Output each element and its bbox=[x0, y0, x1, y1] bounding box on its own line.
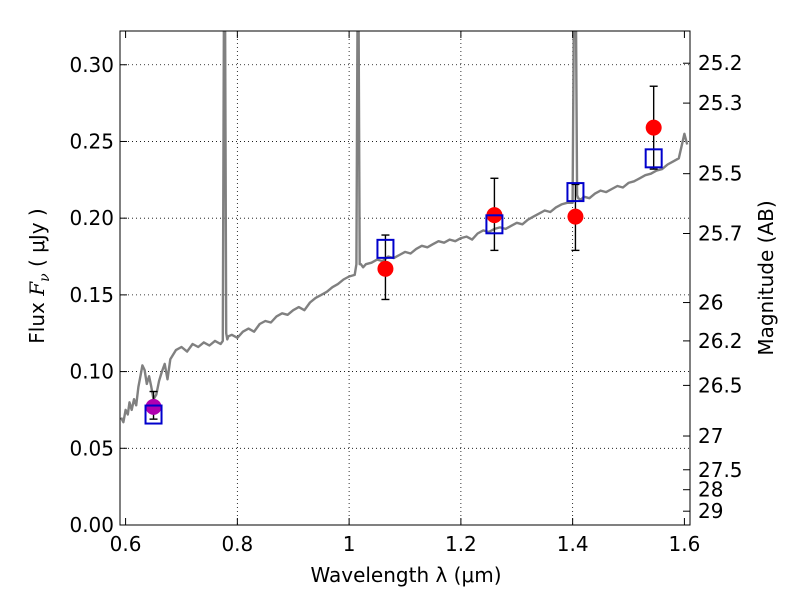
model-photometry-box bbox=[485, 214, 504, 235]
grid bbox=[120, 31, 690, 525]
y2-tick-label: 28 bbox=[698, 478, 723, 502]
x-axis-label: Wavelength λ (μm) bbox=[310, 563, 501, 587]
y2-tick-label: 27.5 bbox=[698, 458, 743, 482]
x-tick-label: 1.6 bbox=[669, 532, 701, 556]
data-point bbox=[145, 398, 162, 415]
x-tick-labels: 0.6 0.8 1 1.2 1.4 1.6 bbox=[110, 532, 701, 556]
plot-frame bbox=[119, 30, 691, 526]
y-axis-label: Flux Fν ( μJy ) bbox=[25, 208, 53, 343]
x-tick-label: 0.8 bbox=[221, 532, 253, 556]
spectrum-line bbox=[120, 31, 689, 424]
y2-tick-label: 26.2 bbox=[698, 329, 743, 353]
y2-tick-label: 25.3 bbox=[698, 91, 743, 115]
y-tick-label: 0.00 bbox=[69, 513, 114, 537]
axis-ticks bbox=[120, 31, 690, 526]
y-tick-label: 0.05 bbox=[69, 436, 114, 460]
y-tick-label: 0.20 bbox=[69, 206, 114, 230]
x-tick-label: 1.2 bbox=[445, 532, 477, 556]
y-tick-label: 0.10 bbox=[69, 360, 114, 384]
y2-tick-label: 26 bbox=[698, 291, 723, 315]
y2-tick-label: 26.5 bbox=[698, 373, 743, 397]
x-tick-label: 0.6 bbox=[110, 532, 142, 556]
y2-tick-label: 25.5 bbox=[698, 162, 743, 186]
model-photometry-box bbox=[644, 148, 663, 169]
model-spectrum bbox=[120, 31, 689, 424]
y2-tick-label: 29 bbox=[698, 499, 723, 523]
model-photometry-box bbox=[144, 404, 163, 425]
y-tick-label: 0.30 bbox=[69, 53, 114, 77]
y-tick-label: 0.25 bbox=[69, 129, 114, 153]
model-photometry-box bbox=[566, 182, 585, 203]
x-tick-label: 1 bbox=[343, 532, 356, 556]
data-point bbox=[377, 260, 394, 277]
model-photometry-boxes bbox=[144, 148, 663, 425]
y2-tick-label: 25.7 bbox=[698, 222, 743, 246]
y-tick-label: 0.15 bbox=[69, 283, 114, 307]
x-tick-label: 1.4 bbox=[557, 532, 589, 556]
y-tick-labels: 0.00 0.05 0.10 0.15 0.20 0.25 0.30 bbox=[69, 53, 114, 537]
model-photometry-box bbox=[376, 238, 395, 259]
data-point bbox=[645, 119, 662, 136]
y2-tick-label: 25.2 bbox=[698, 51, 743, 75]
y2-tick-label: 27 bbox=[698, 424, 723, 448]
data-point bbox=[567, 208, 584, 225]
y2-axis-label: Magnitude (AB) bbox=[754, 200, 778, 355]
